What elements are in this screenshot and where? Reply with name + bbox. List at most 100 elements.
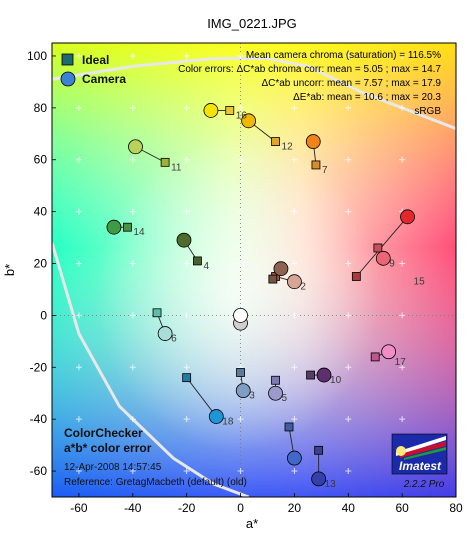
chart-title: IMG_0221.JPG [207,16,297,31]
camera-marker [273,261,289,277]
grid-plus-mark [129,156,136,163]
camera-marker [311,471,327,487]
patch-number-label: 9 [389,258,395,269]
imatest-logo: Imatest 2.2.2 Pro [391,433,448,490]
ideal-marker [152,308,162,318]
camera-marker [235,383,251,399]
y-tick-label: 100 [27,49,47,63]
ideal-marker [306,370,315,380]
grid-plus-mark [183,104,190,111]
grid-plus-mark [345,416,352,423]
gamut-boundary-lower [52,242,250,497]
grid-plus-mark [75,260,82,267]
patch-number-label: 4 [203,261,209,272]
grid-plus-mark [129,104,136,111]
grid-plus-mark [75,52,82,59]
camera-marker [203,103,219,118]
ideal-marker [236,368,245,377]
x-tick-label: -20 [178,501,196,515]
grid-plus-mark [237,260,244,267]
grid-plus-mark [399,260,406,267]
annotation-reference: Reference: GretagMacbeth (default) (old) [64,477,247,488]
camera-marker [128,139,143,155]
patch-number-label: 5 [282,393,288,404]
ideal-marker [193,256,202,266]
annotation-block: ColorChecker a*b* color error 12-Apr-200… [64,426,247,488]
camera-marker [375,250,391,266]
grid-plus-mark [345,364,352,371]
camera-marker [381,344,397,360]
camera-marker [286,274,302,290]
grid-plus-mark [345,156,352,163]
annotation-subtitle: a*b* color error [64,441,152,455]
patch-number-label: 15 [414,276,426,287]
patch-number-label: 13 [325,479,337,490]
patch-number-label: 2 [300,282,306,293]
grid-plus-mark [75,416,82,423]
grid-plus-mark [237,468,244,475]
x-axis-label: a* [246,516,258,531]
grid-plus-mark [291,364,298,371]
x-tick-label: 0 [237,501,244,515]
camera-marker [286,450,302,466]
y-tick-label: 80 [34,101,48,115]
y-tick-label: -40 [30,412,48,426]
stat-chroma-uncorr: ΔC*ab uncorr: mean = 7.57 ; max = 17.9 [261,78,441,89]
grid-plus-mark [129,52,136,59]
grid-plus-mark [291,416,298,423]
ideal-marker [314,445,324,455]
camera-marker [305,134,321,149]
gamut-boundary-upper [52,57,456,131]
ideal-marker [268,274,278,284]
grid-plus-mark [75,208,82,215]
x-tick-label: -60 [70,501,88,515]
patch-number-label: 12 [282,142,294,153]
grid-plus-mark [291,208,298,215]
grid-plus-mark [183,468,190,475]
grid-plus-mark [183,312,190,319]
camera-marker [106,219,122,235]
grid-plus-mark [129,312,136,319]
patch-number-label: 18 [222,417,234,428]
grid-plus-mark [291,52,298,59]
grid-plus-mark [183,416,190,423]
camera-marker [316,367,332,383]
ideal-marker [373,243,383,253]
camera-marker [208,409,224,424]
grid-plus-mark [183,364,190,371]
ideal-marker [182,373,192,383]
camera-marker [241,113,257,129]
grid-plus-mark [75,156,82,163]
ideal-marker [225,106,235,115]
grid-plus-mark [183,52,190,59]
legend-camera-marker [60,71,76,87]
annotation-title: ColorChecker [64,426,143,440]
patch-number-label: 16 [236,110,248,121]
x-tick-label: 80 [449,501,463,515]
grid-plus-mark [75,468,82,475]
y-tick-label: -20 [30,360,48,374]
stat-chroma: Mean camera chroma (saturation) = 116.5% [246,50,441,61]
grid-plus-mark [399,52,406,59]
y-axis-label: b* [2,264,17,276]
grid-plus-mark [183,208,190,215]
patch-number-label: 10 [330,375,342,386]
patch-number-label: 7 [322,165,328,176]
grid-plus-mark [399,364,406,371]
grid-plus-mark [75,364,82,371]
grid-plus-mark [237,416,244,423]
annotation-date: 12-Apr-2008 14:57:45 [64,462,162,473]
grid-plus-mark [291,104,298,111]
stats-block: Mean camera chroma (saturation) = 116.5%… [178,50,441,117]
y-tick-label: 20 [34,257,48,271]
logo-version: 2.2.2 Pro [403,479,445,490]
y-tick-label: 0 [40,308,47,322]
grid-plus-mark [183,260,190,267]
stat-delta-e: ΔE*ab: mean = 10.6 ; max = 20.3 [293,92,441,103]
grid-plus-mark [75,104,82,111]
y-tick-label: 40 [34,205,48,219]
ideal-marker [271,137,280,146]
grid-plus-mark [75,312,82,319]
grid-plus-mark [345,468,352,475]
